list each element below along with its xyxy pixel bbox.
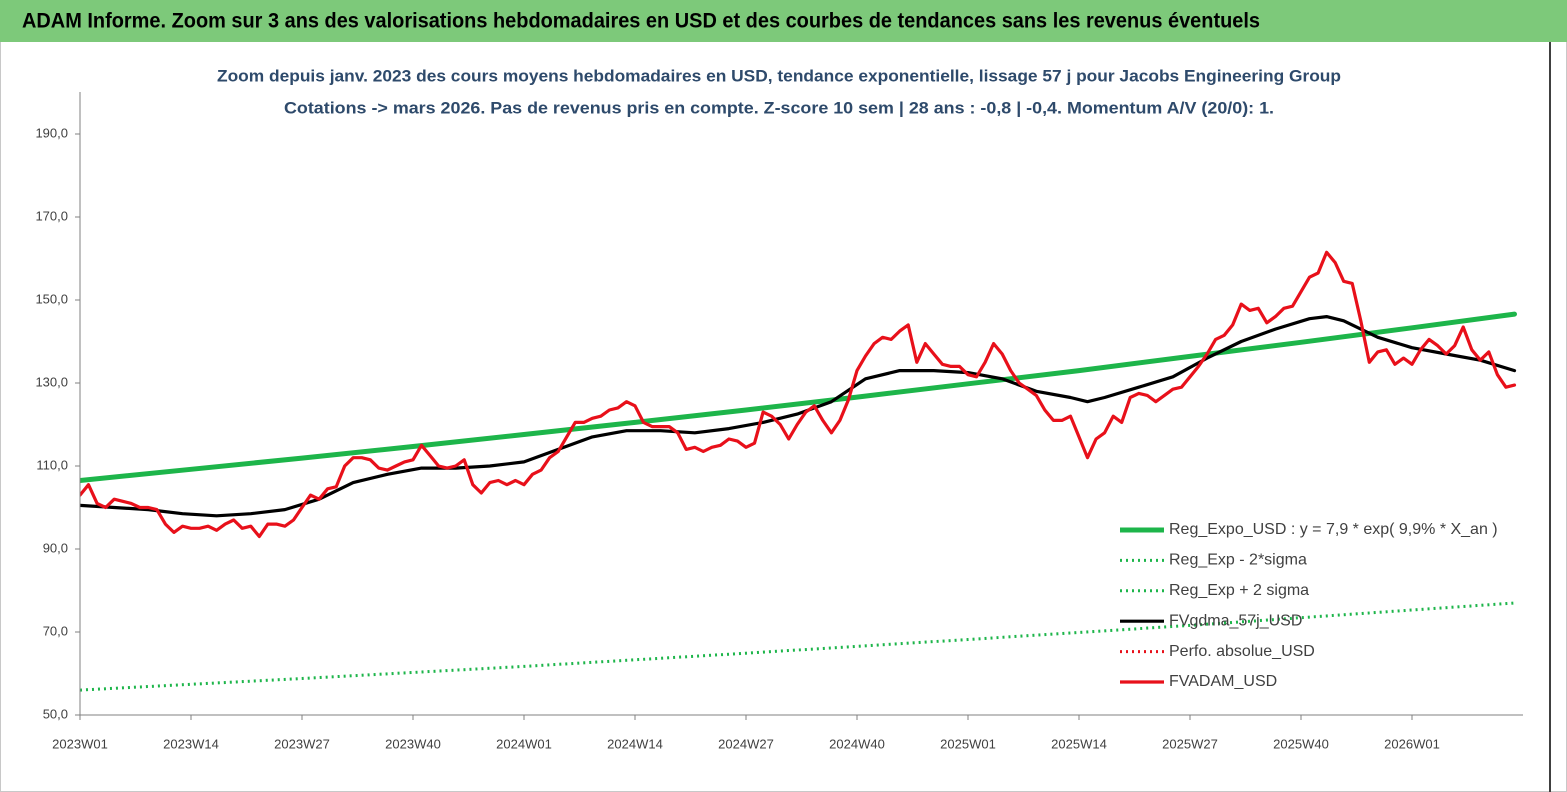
- y-tick-label: 70,0: [43, 623, 68, 638]
- x-tick-label: 2026W01: [1384, 736, 1440, 751]
- x-tick-label: 2024W27: [718, 736, 774, 751]
- legend-label: FVADAM_USD: [1169, 673, 1277, 690]
- x-tick-label: 2024W40: [829, 736, 885, 751]
- y-tick-label: 170,0: [35, 208, 68, 223]
- chart-title: ADAM Informe. Zoom sur 3 ans des valoris…: [22, 10, 1260, 33]
- x-tick-label: 2025W01: [940, 736, 996, 751]
- x-tick-label: 2024W01: [496, 736, 552, 751]
- chart-subtitle: Zoom depuis janv. 2023 des cours moyens …: [217, 66, 1341, 85]
- legend-label: FVgdma_57j_USD: [1169, 612, 1302, 629]
- x-tick-label: 2025W14: [1051, 736, 1107, 751]
- subtitle-box: [214, 58, 1346, 128]
- x-tick-label: 2023W14: [163, 736, 219, 751]
- x-tick-label: 2025W40: [1273, 736, 1329, 751]
- y-tick-label: 50,0: [43, 706, 68, 721]
- y-tick-label: 190,0: [35, 125, 68, 140]
- series-line: [80, 311, 1517, 483]
- legend-label: Perfo. absolue_USD: [1169, 643, 1315, 660]
- y-tick-label: 150,0: [35, 291, 68, 306]
- x-tick-label: 2024W14: [607, 736, 663, 751]
- legend-label: Reg_Exp + 2 sigma: [1169, 582, 1309, 599]
- y-tick-label: 110,0: [36, 457, 68, 472]
- series-line: [80, 601, 1515, 692]
- title-banner: [0, 0, 1567, 42]
- x-tick-label: 2023W01: [52, 736, 108, 751]
- y-tick-label: 90,0: [43, 540, 68, 555]
- x-tick-label: 2023W40: [385, 736, 441, 751]
- chart-subtitle: Cotations -> mars 2026. Pas de revenus p…: [284, 98, 1274, 117]
- series-line: [80, 315, 1517, 518]
- x-tick-label: 2023W27: [274, 736, 330, 751]
- x-tick-label: 2025W27: [1162, 736, 1218, 751]
- series-line: [80, 250, 1517, 539]
- plot-area: [80, 250, 1517, 692]
- y-tick-label: 130,0: [35, 374, 68, 389]
- legend-label: Reg_Expo_USD : y = 7,9 * exp( 9,9% * X_a…: [1169, 521, 1498, 538]
- legend-label: Reg_Exp - 2*sigma: [1169, 552, 1307, 569]
